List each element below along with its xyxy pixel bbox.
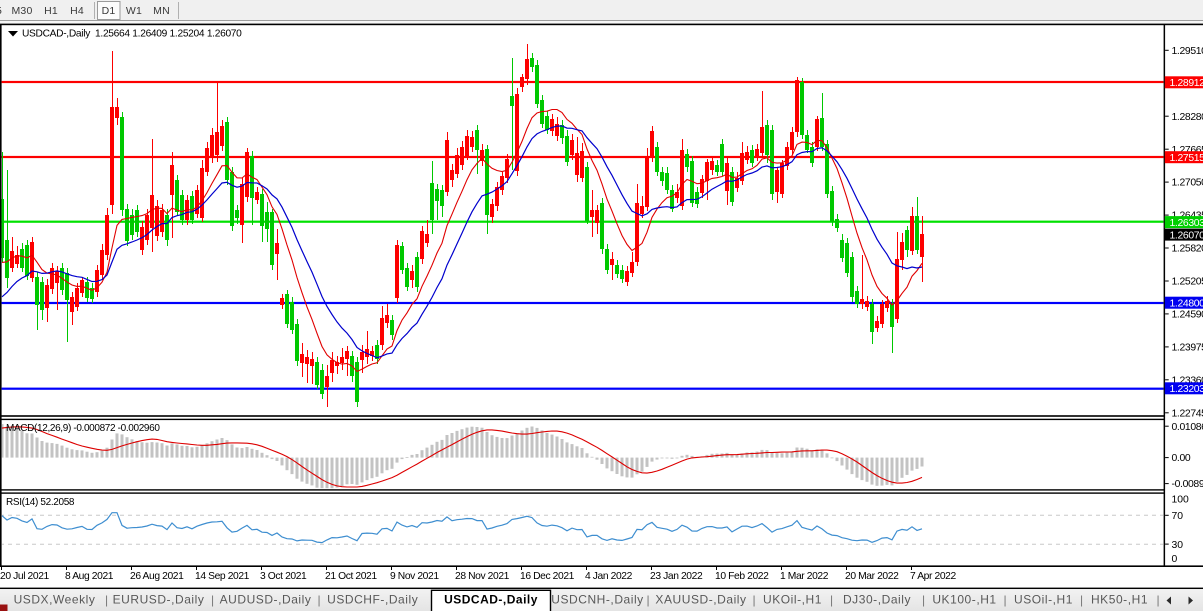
svg-text:1.27515: 1.27515 [1170,153,1203,164]
svg-text:MN: MN [153,5,170,17]
svg-text:H1: H1 [44,5,58,17]
svg-text:HK50-,H1: HK50-,H1 [1091,593,1148,607]
svg-text:0: 0 [1172,554,1178,565]
svg-text:W1: W1 [126,5,142,17]
svg-text:23 Jan 2022: 23 Jan 2022 [650,571,703,582]
svg-text:14 Sep 2021: 14 Sep 2021 [195,571,250,582]
svg-text:MACD(12,26,9) -0.000872 -0.002: MACD(12,26,9) -0.000872 -0.002960 [6,423,160,434]
svg-text:|: | [211,593,214,607]
svg-text:RSI(14) 52.2058: RSI(14) 52.2058 [6,497,75,508]
svg-text:USDX,Weekly: USDX,Weekly [14,593,96,607]
svg-text:USDCAD-,Daily 1.25664 1.26409: USDCAD-,Daily 1.25664 1.26409 1.25204 1.… [22,29,242,40]
svg-text:|: | [922,593,925,607]
svg-text:70: 70 [1172,511,1184,522]
svg-text:9 Nov 2021: 9 Nov 2021 [390,571,439,582]
svg-text:1 Mar 2022: 1 Mar 2022 [780,571,829,582]
svg-text:3 Oct 2021: 3 Oct 2021 [260,571,307,582]
svg-text:0.00: 0.00 [1172,453,1191,464]
svg-text:|: | [646,593,649,607]
svg-text:-0.0089745: -0.0089745 [1172,479,1203,490]
svg-text:26 Aug 2021: 26 Aug 2021 [130,571,184,582]
svg-text:21 Oct 2021: 21 Oct 2021 [325,571,377,582]
svg-text:1.24800: 1.24800 [1170,299,1203,310]
svg-text:1.25820: 1.25820 [1172,244,1203,255]
svg-text:UKOil-,H1: UKOil-,H1 [763,593,822,607]
svg-text:20 Mar 2022: 20 Mar 2022 [845,571,899,582]
svg-text:7 Apr 2022: 7 Apr 2022 [910,571,956,582]
svg-text:8 Aug 2021: 8 Aug 2021 [65,571,114,582]
svg-text:|: | [830,593,833,607]
svg-text:UK100-,H1: UK100-,H1 [932,593,996,607]
svg-text:1.26070: 1.26070 [1170,230,1203,241]
svg-text:USDCHF-,Daily: USDCHF-,Daily [327,593,418,607]
svg-text:16 Dec 2021: 16 Dec 2021 [520,571,575,582]
svg-text:|: | [317,593,320,607]
svg-text:EURUSD-,Daily: EURUSD-,Daily [113,593,205,607]
svg-text:0.0108695: 0.0108695 [1172,422,1203,433]
svg-text:1.28280: 1.28280 [1172,112,1203,123]
svg-text:USDCNH-,Daily: USDCNH-,Daily [551,593,644,607]
svg-text:USOil-,H1: USOil-,H1 [1014,593,1073,607]
svg-text:1.26303: 1.26303 [1170,218,1203,229]
svg-text:1.25205: 1.25205 [1172,277,1203,288]
svg-text:H4: H4 [70,5,84,17]
svg-text:1.23975: 1.23975 [1172,343,1203,354]
svg-text:D1: D1 [102,5,116,17]
svg-text:|: | [105,593,108,607]
svg-text:AUDUSD-,Daily: AUDUSD-,Daily [220,593,312,607]
svg-text:1.23360: 1.23360 [1172,375,1203,386]
svg-text:28 Nov 2021: 28 Nov 2021 [455,571,510,582]
svg-text:5: 5 [0,5,2,17]
svg-text:|: | [1003,593,1006,607]
svg-text:1.27665: 1.27665 [1172,145,1203,156]
svg-text:1.22745: 1.22745 [1172,408,1203,419]
svg-text:|: | [1080,593,1083,607]
svg-text:M30: M30 [11,5,32,17]
svg-text:1.24590: 1.24590 [1172,310,1203,321]
svg-text:|: | [1156,593,1159,607]
svg-text:1.23203: 1.23203 [1170,384,1203,395]
svg-text:|: | [752,593,755,607]
svg-text:1.29510: 1.29510 [1172,46,1203,57]
svg-text:20 Jul 2021: 20 Jul 2021 [0,571,50,582]
svg-text:30: 30 [1172,540,1184,551]
svg-text:1.28912: 1.28912 [1170,78,1203,89]
svg-text:USDCAD-,Daily: USDCAD-,Daily [444,593,538,607]
svg-text:10 Feb 2022: 10 Feb 2022 [715,571,769,582]
svg-text:XAUUSD-,Daily: XAUUSD-,Daily [655,593,746,607]
svg-text:100: 100 [1172,495,1190,506]
svg-text:DJ30-,Daily: DJ30-,Daily [843,593,911,607]
svg-text:1.27050: 1.27050 [1172,178,1203,189]
svg-text:4 Jan 2022: 4 Jan 2022 [585,571,633,582]
